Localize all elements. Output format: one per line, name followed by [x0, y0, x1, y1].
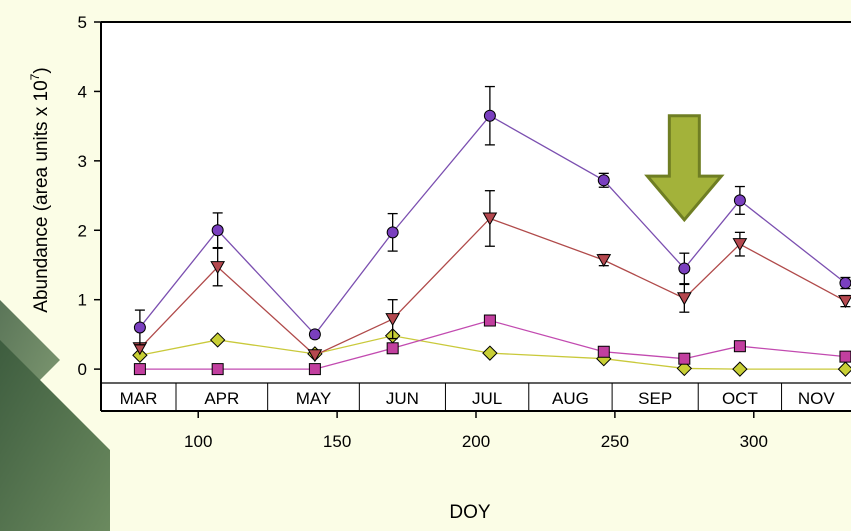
data-point [676, 360, 693, 377]
month-row: MAR APR MAY JUN JUL AUG SEP OCT NOV [101, 382, 851, 411]
data-point [482, 345, 498, 361]
data-point [837, 361, 851, 377]
axes: 0 1 2 3 4 5 100 150 200 250 300 [78, 13, 851, 451]
series-square [133, 314, 851, 376]
data-point [211, 363, 224, 376]
data-point [307, 349, 323, 363]
data-point [483, 109, 496, 122]
x-tick-label: 300 [740, 432, 768, 451]
data-point [596, 254, 612, 268]
x-tick-label: 100 [184, 432, 212, 451]
y-tick-label: 4 [78, 82, 87, 101]
data-point [678, 352, 691, 365]
data-point [732, 238, 748, 252]
data-point [133, 363, 146, 376]
data-point [482, 212, 498, 226]
x-tick-label: 250 [601, 432, 629, 451]
month-label: MAR [120, 389, 158, 408]
plot-background [101, 22, 851, 411]
y-tick-label: 2 [78, 221, 87, 240]
y-tick-label: 3 [78, 152, 87, 171]
data-point [386, 226, 399, 239]
data-point [210, 261, 226, 275]
x-tick-label: 150 [323, 432, 351, 451]
y-axis-title: Abundance (area units x 107) [28, 67, 52, 312]
plot-area [101, 22, 851, 411]
data-point [676, 292, 692, 306]
data-point [597, 345, 610, 358]
series-triangle-down [132, 190, 851, 363]
data-point [839, 277, 851, 290]
month-label: NOV [798, 389, 836, 408]
y-tick-label: 5 [78, 13, 87, 32]
data-point [733, 194, 746, 207]
y-tick-label: 1 [78, 291, 87, 310]
x-tick-label: 200 [462, 432, 490, 451]
series-layer [132, 85, 851, 377]
data-point [308, 328, 321, 341]
data-point [386, 342, 399, 355]
month-label: JUN [386, 389, 419, 408]
data-point [133, 321, 146, 334]
data-point [308, 363, 321, 376]
y-axis-title-superscript: 7 [28, 73, 42, 80]
data-point [597, 174, 610, 187]
data-point [732, 361, 748, 377]
data-point [678, 262, 691, 275]
data-point [839, 350, 851, 363]
data-point [211, 224, 224, 237]
month-label: MAY [296, 389, 332, 408]
month-label: AUG [552, 389, 589, 408]
y-tick-label: 0 [78, 360, 87, 379]
month-label: OCT [722, 389, 758, 408]
data-point [838, 295, 851, 309]
y-axis-title-close: ) [31, 67, 52, 73]
data-point [385, 313, 401, 327]
y-axis-title-main: Abundance (area units x 10 [31, 80, 52, 312]
data-point [733, 340, 746, 353]
x-axis-title: DOY [449, 502, 491, 523]
series-circle [133, 85, 851, 346]
down-arrow-annotation [644, 114, 725, 223]
data-point [483, 314, 496, 327]
month-label: APR [204, 389, 239, 408]
data-point [209, 332, 226, 348]
month-label: SEP [638, 389, 672, 408]
month-label: JUL [472, 389, 502, 408]
annotation-layer [644, 114, 725, 223]
